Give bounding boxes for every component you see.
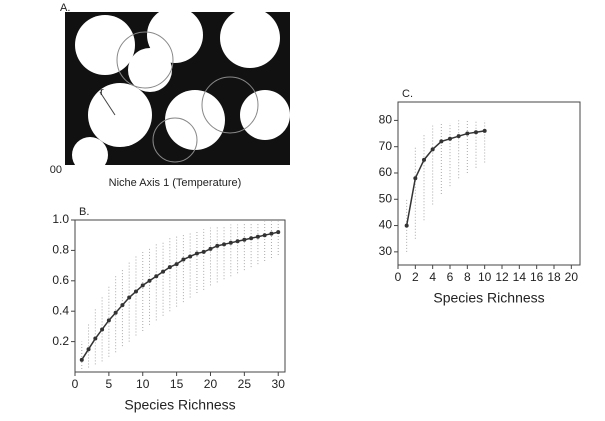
mean-point	[154, 274, 159, 279]
mean-point	[255, 234, 260, 239]
x-tick-label: 10	[136, 377, 150, 391]
niche-outlines	[116, 31, 259, 163]
y-tick-label: 80	[379, 113, 393, 127]
x-tick-label: 12	[495, 270, 509, 284]
radius	[99, 91, 116, 116]
mean-point	[482, 128, 487, 133]
x-axis-label: Species Richness	[433, 290, 544, 306]
mean-point	[242, 237, 247, 242]
origin-label: 00	[50, 164, 62, 176]
mean-point	[194, 251, 199, 256]
niche	[72, 137, 108, 173]
niche	[220, 8, 280, 68]
mean-point	[181, 257, 186, 262]
species-niches	[72, 7, 290, 173]
mean-point	[439, 139, 444, 144]
mean-point	[140, 283, 145, 288]
x-tick-label: 25	[238, 377, 252, 391]
niche	[128, 48, 172, 92]
mean-point	[161, 269, 166, 274]
mean-point	[201, 249, 206, 254]
mean-point	[448, 136, 452, 141]
mean-line	[81, 231, 279, 361]
x-tick-label: 30	[272, 377, 286, 391]
mean-point	[249, 236, 254, 241]
mean-point	[262, 233, 267, 238]
mean-point	[222, 242, 227, 247]
x-tick-label: 15	[170, 377, 184, 391]
x-tick-label: 20	[565, 270, 579, 284]
y-tick-label: 0.4	[52, 303, 69, 317]
niche	[75, 15, 135, 75]
plot-frame	[397, 101, 581, 266]
x-tick-label: 10	[478, 270, 492, 284]
mean-point	[430, 147, 435, 152]
x-tick-label: 18	[547, 270, 561, 284]
niche-outline	[116, 31, 174, 89]
mean-point	[113, 310, 118, 315]
y-tick-label: 60	[379, 165, 393, 179]
plot-frame	[74, 219, 286, 373]
x-axis-label: Niche Axis 1 (Temperature)	[109, 177, 242, 189]
niche	[165, 90, 225, 150]
x-tick-label: 0	[395, 270, 402, 284]
mean-point	[174, 262, 179, 267]
mean-point	[215, 243, 220, 248]
mean-point	[404, 223, 409, 228]
y-tick-label: 70	[379, 139, 393, 153]
x-tick-label: 6	[447, 270, 454, 284]
x-tick-label: 5	[106, 377, 113, 391]
mean-point	[456, 134, 461, 139]
mean-point	[100, 327, 105, 332]
x-axis-label: Species Richness	[124, 397, 235, 413]
x-tick-label: 4	[429, 270, 436, 284]
x-tick-label: 14	[513, 270, 527, 284]
x-tick-label: 0	[72, 377, 79, 391]
mean-point	[106, 318, 111, 323]
mean-point	[120, 303, 125, 308]
mean-point	[208, 246, 213, 251]
y-tick-label: 40	[379, 218, 393, 232]
mean-point	[413, 176, 418, 181]
niche	[240, 90, 290, 140]
y-tick-label: 50	[379, 191, 393, 205]
niche-panel: r A. 00 Niche Axis 1 (Temperature)	[50, 2, 290, 189]
y-tick-label: 0.6	[52, 273, 69, 287]
panel-title: A.	[60, 2, 70, 14]
mean-point	[167, 265, 172, 270]
panel-title: B.	[79, 206, 89, 218]
mean-point	[188, 254, 193, 259]
x-tick-label: 2	[412, 270, 419, 284]
mean-point	[422, 157, 426, 162]
mean-point	[276, 230, 281, 235]
mean-point	[465, 131, 470, 136]
mean-point	[269, 231, 274, 236]
radius-label: r	[100, 86, 104, 98]
mean-point	[86, 347, 91, 352]
x-tick-label: 16	[530, 270, 544, 284]
y-tick-label: 1.0	[52, 212, 69, 226]
mean-point	[133, 289, 138, 294]
y-tick-label: 30	[379, 244, 393, 258]
x-tick-label: 8	[464, 270, 471, 284]
y-tick-label: 0.8	[52, 243, 69, 257]
x-tick-label: 20	[204, 377, 218, 391]
mean-point	[127, 295, 132, 300]
mean-point	[228, 240, 233, 245]
mean-point	[474, 130, 478, 135]
y-tick-label: 0.2	[52, 334, 69, 348]
mean-point	[79, 357, 84, 362]
mean-point	[93, 336, 98, 341]
niche-outline	[152, 117, 198, 163]
mean-point	[147, 278, 152, 283]
panel-title: C.	[402, 88, 413, 100]
mean-line	[405, 130, 485, 226]
mean-point	[235, 239, 240, 244]
niche	[147, 7, 203, 63]
niche-outline	[201, 76, 259, 134]
niche	[88, 83, 152, 147]
